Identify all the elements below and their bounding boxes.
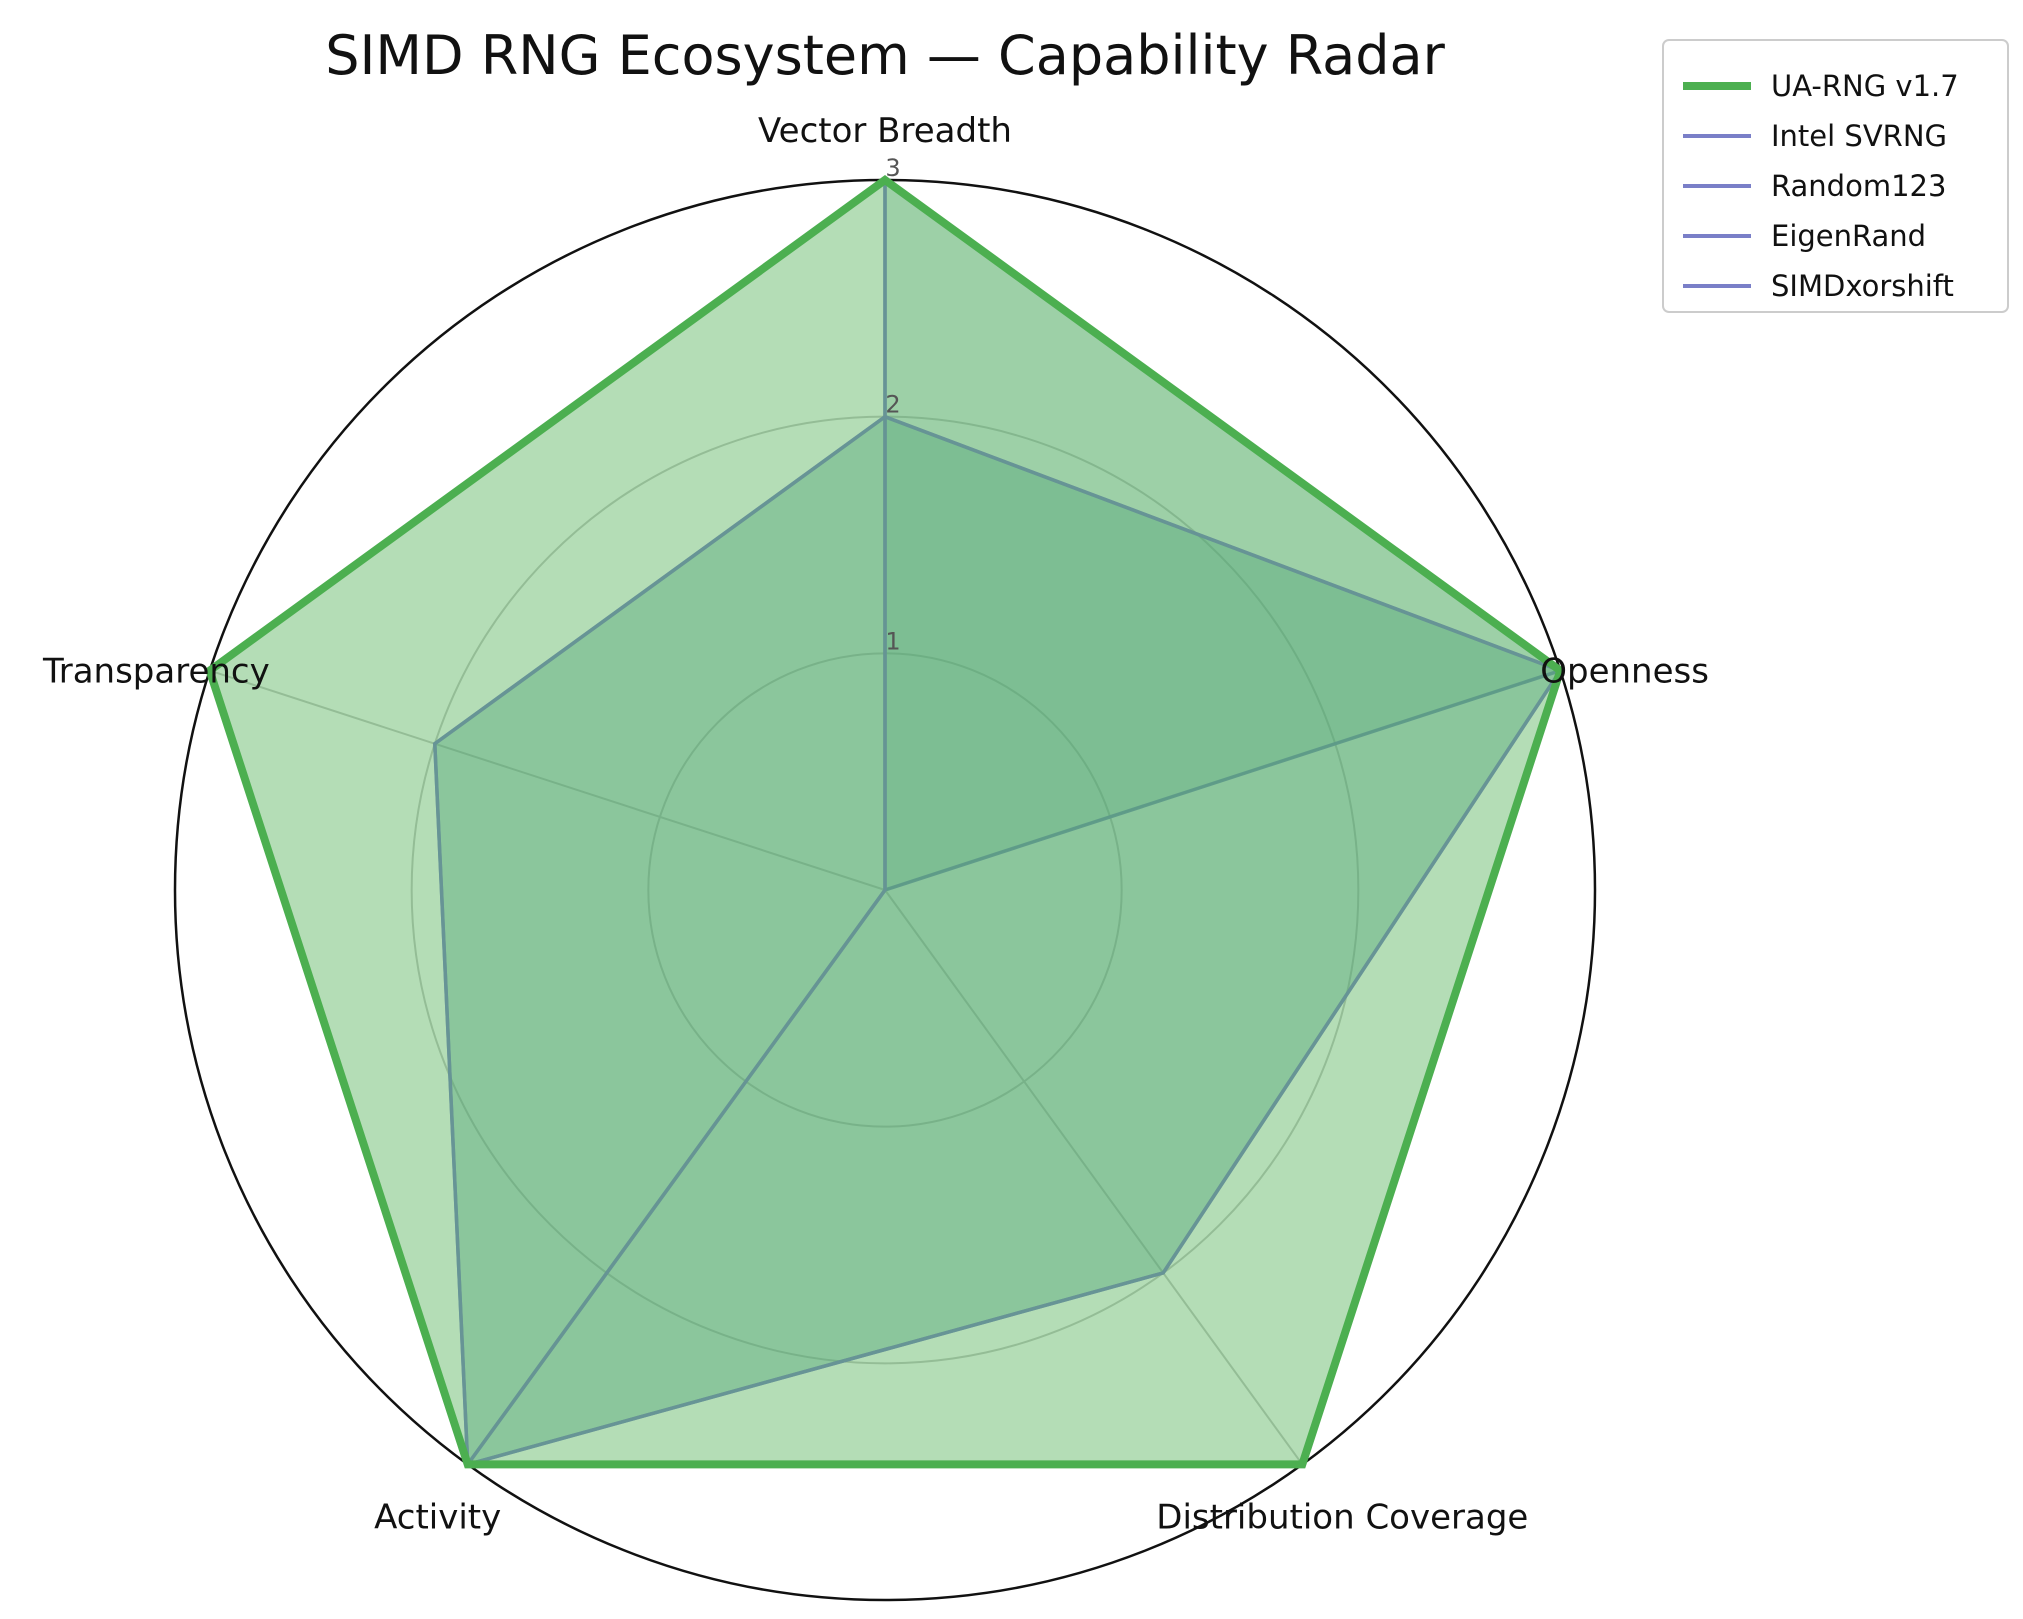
- chart-title: SIMD RNG Ecosystem — Capability Radar: [325, 24, 1445, 87]
- legend-label-simdxorshift: SIMDxorshift: [1771, 269, 1954, 303]
- axis-labels-layer: 1 2 3 Vector Breadth Openness Distribution Co…: [42, 111, 1709, 1537]
- series-layer: [204, 175, 1566, 1469]
- series-area-intel-svrng: [467, 180, 1561, 1465]
- grid-spoke-5: [209, 669, 886, 891]
- series-line-eigenrand: [433, 414, 1563, 1467]
- r-tick-label-3: 3: [885, 154, 900, 182]
- r-tick-label-2: 2: [885, 391, 900, 419]
- axis-label-vector-breadth: Vector Breadth: [758, 111, 1012, 151]
- series-area-ua-rng-v1-7: [209, 180, 1561, 1465]
- series-area-random123: [434, 416, 1561, 1465]
- legend-frame: [1662, 39, 2009, 313]
- axis-label-distribution-coverage: Distribution Coverage: [1156, 1497, 1528, 1537]
- legend-label-ua-rng-v1-7: UA-RNG v1.7: [1771, 69, 1959, 103]
- legend-label-eigenrand: EigenRand: [1771, 219, 1926, 253]
- axis-label-activity: Activity: [374, 1497, 501, 1537]
- series-line-ua-rng-v1-7: [204, 175, 1566, 1469]
- legend-label-intel-svrng: Intel SVRNG: [1771, 119, 1947, 153]
- legend-label-random123: Random123: [1771, 169, 1946, 203]
- r-tick-label-1: 1: [885, 627, 900, 655]
- axis-label-openness: Openness: [1540, 652, 1709, 692]
- axis-label-transparency: Transparency: [42, 652, 270, 692]
- grid-spoke-3: [884, 889, 1304, 1465]
- series-area-eigenrand: [434, 416, 1561, 1465]
- legend: UA-RNG v1.7 Intel SVRNG Random123 EigenRand…: [1662, 39, 2009, 313]
